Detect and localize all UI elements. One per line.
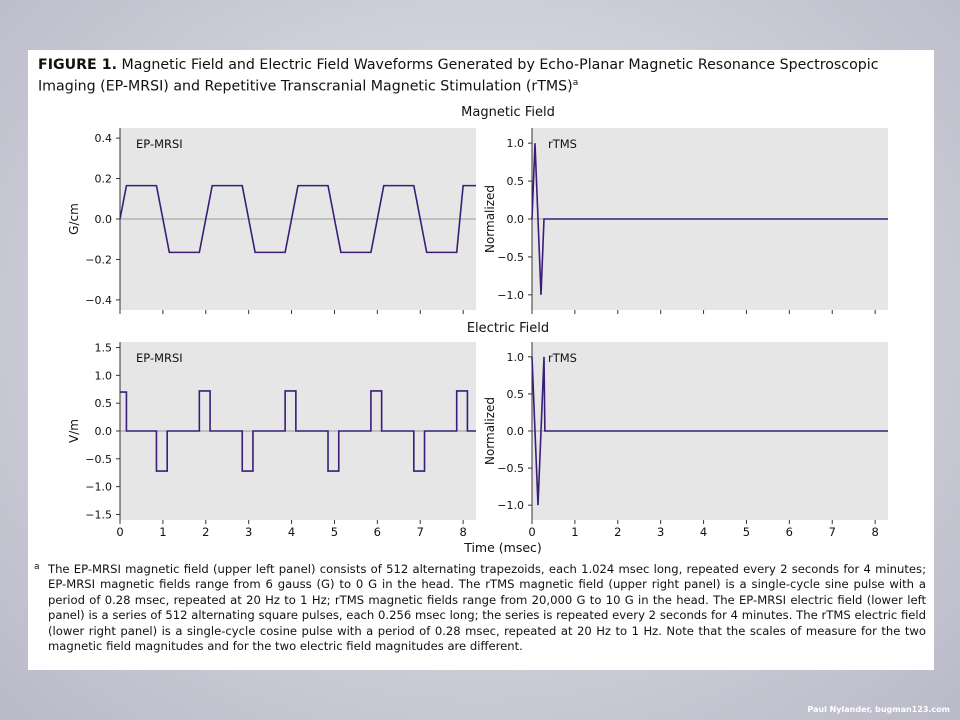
x-tick-label: 6	[374, 525, 381, 539]
x-tick-label: 4	[288, 525, 295, 539]
x-tick-label: 8	[871, 525, 878, 539]
y-tick-label: −0.5	[497, 251, 524, 264]
y-tick-label: 0.0	[507, 213, 525, 226]
x-tick-label: 7	[829, 525, 836, 539]
y-tick-label: 0.0	[95, 425, 113, 438]
y-tick-label: 0.5	[507, 175, 525, 188]
y-tick-label: 0.4	[95, 132, 113, 145]
x-tick-label: 3	[657, 525, 664, 539]
footnote-text: The EP-MRSI magnetic field (upper left p…	[48, 562, 926, 654]
figure-title-text: Magnetic Field and Electric Field Wavefo…	[38, 57, 879, 95]
y-axis-label: Normalized	[483, 397, 497, 465]
series-line-electric-ep-mrsi	[120, 390, 476, 472]
y-tick-label: −1.5	[85, 508, 112, 521]
series-line-magnetic-ep-mrsi	[119, 184, 476, 254]
x-tick-label: 1	[571, 525, 578, 539]
x-tick-label: 5	[743, 525, 750, 539]
x-tick-label: 1	[159, 525, 166, 539]
figure-title-prefix: FIGURE 1.	[38, 57, 117, 73]
y-axis-label: G/cm	[67, 203, 81, 235]
x-tick-label: 7	[417, 525, 424, 539]
y-tick-label: 0.5	[95, 397, 113, 410]
y-axis-label: Normalized	[483, 185, 497, 253]
x-tick-label: 2	[202, 525, 209, 539]
y-tick-label: −0.4	[85, 294, 112, 307]
section-label-electric: Electric Field	[466, 321, 550, 336]
x-tick-label: 8	[459, 525, 466, 539]
figure-slide: FIGURE 1. Magnetic Field and Electric Fi…	[28, 50, 934, 670]
x-axis-label: Time (msec)	[463, 540, 542, 555]
figure-title: FIGURE 1. Magnetic Field and Electric Fi…	[38, 56, 924, 96]
y-axis-label: V/m	[67, 419, 81, 443]
y-tick-label: 0.5	[507, 388, 525, 401]
section-label-magnetic: Magnetic Field	[461, 105, 555, 120]
y-tick-label: −0.5	[497, 462, 524, 475]
y-tick-label: −1.0	[85, 481, 112, 494]
y-tick-label: −1.0	[497, 499, 524, 512]
x-tick-label: 2	[614, 525, 621, 539]
panel-label: rTMS	[548, 351, 577, 365]
panel-label: EP-MRSI	[136, 351, 183, 365]
footnote: a The EP-MRSI magnetic field (upper left…	[34, 562, 926, 654]
x-tick-label: 0	[116, 525, 123, 539]
x-tick-label: 3	[245, 525, 252, 539]
y-tick-label: 1.0	[507, 351, 525, 364]
y-tick-label: 1.0	[95, 369, 113, 382]
x-tick-label: 5	[331, 525, 338, 539]
series-line-magnetic-rtms	[531, 143, 888, 295]
y-tick-label: 0.2	[95, 173, 113, 186]
y-tick-label: 1.0	[507, 137, 525, 150]
x-tick-label: 0	[528, 525, 535, 539]
y-tick-label: 1.5	[95, 342, 113, 355]
y-tick-label: −1.0	[497, 289, 524, 302]
y-tick-label: 0.0	[507, 425, 525, 438]
y-tick-label: −0.2	[85, 253, 112, 266]
series-line-electric-rtms	[531, 356, 888, 506]
y-tick-label: −0.5	[85, 453, 112, 466]
panel-label: rTMS	[548, 137, 577, 151]
x-tick-label: 4	[700, 525, 707, 539]
charts-svg: −0.4 −0.2 0.0 0.2 0.4 G/cm EP-MRSI −1.0 −0.5 0.0 0…	[67, 128, 888, 555]
footnote-mark: a	[34, 562, 40, 572]
credit-text: Paul Nylander, bugman123.com	[807, 705, 950, 714]
y-tick-label: 0.0	[95, 213, 113, 226]
figure-title-superscript: a	[572, 78, 579, 88]
x-tick-label: 6	[786, 525, 793, 539]
panel-label: EP-MRSI	[136, 137, 183, 151]
